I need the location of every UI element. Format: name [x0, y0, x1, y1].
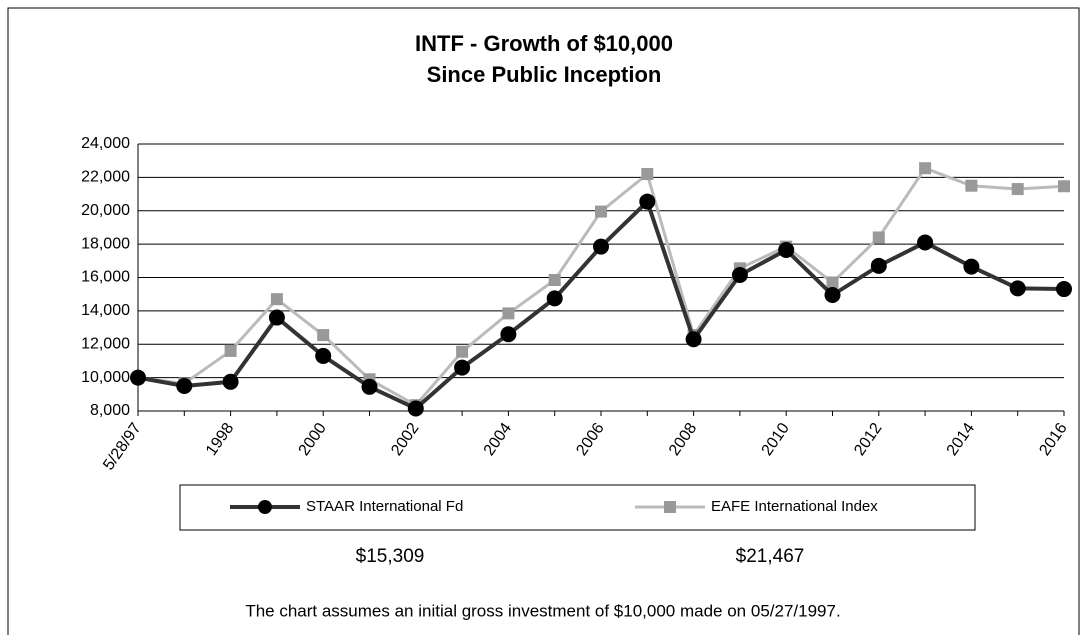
point [963, 258, 980, 275]
point [176, 377, 193, 394]
point [361, 378, 378, 395]
x-tick-label: 1998 [203, 420, 237, 459]
y-tick-label: 20,000 [81, 202, 130, 219]
point [548, 274, 561, 287]
end-label: $15,309 [356, 546, 425, 567]
frame [7, 7, 1080, 635]
y-tick-label: 8,000 [90, 402, 130, 419]
point [317, 329, 330, 342]
y-tick-label: 16,000 [81, 269, 130, 286]
legend-box [179, 484, 976, 531]
x-tick-label: 2004 [481, 420, 515, 459]
x-tick-label: 2010 [759, 420, 793, 459]
point [222, 373, 239, 390]
x-tick-label: 2006 [573, 420, 607, 459]
point [407, 400, 424, 417]
y-tick-label: 12,000 [81, 335, 130, 352]
x-tick-label: 2016 [1036, 420, 1070, 459]
point [685, 331, 702, 348]
point [731, 266, 748, 283]
point [1056, 281, 1072, 298]
point [270, 293, 283, 306]
legend-label: EAFE International Index [711, 498, 878, 515]
point [130, 369, 146, 386]
y-tick-label: 24,000 [81, 135, 130, 152]
point [546, 290, 563, 307]
point [456, 345, 469, 358]
point [870, 257, 887, 274]
point [1009, 280, 1026, 297]
y-tick-label: 18,000 [81, 235, 130, 252]
footnote: The chart assumes an initial gross inves… [245, 601, 840, 620]
point [639, 193, 656, 210]
x-tick-label: 2008 [666, 420, 700, 459]
point [919, 162, 932, 175]
legend-label: STAAR International Fd [306, 498, 463, 515]
point [454, 359, 471, 376]
point [872, 231, 885, 244]
point [826, 276, 839, 289]
point [824, 287, 841, 304]
y-tick-label: 22,000 [81, 169, 130, 186]
point [1011, 183, 1024, 196]
point [595, 205, 607, 218]
chart-title: INTF - Growth of $10,000 [415, 31, 673, 56]
point [917, 234, 934, 251]
legend-marker [258, 500, 272, 514]
point [268, 309, 285, 326]
x-tick-label: 2002 [388, 420, 422, 459]
x-tick-label: 5/28/97 [100, 420, 145, 474]
point [593, 238, 609, 255]
y-tick-label: 14,000 [81, 302, 130, 319]
point [502, 307, 515, 320]
legend-marker [664, 501, 676, 513]
end-label: $21,467 [736, 546, 805, 567]
point [641, 168, 654, 181]
x-tick-label: 2000 [296, 420, 330, 459]
point [1058, 180, 1070, 193]
series-line [137, 166, 1065, 408]
point [315, 347, 332, 364]
point [778, 241, 795, 258]
point [965, 179, 978, 192]
x-tick-label: 2012 [851, 420, 885, 459]
x-tick-label: 2014 [944, 420, 978, 459]
y-tick-label: 10,000 [81, 369, 130, 386]
point [500, 326, 517, 343]
point [224, 344, 237, 357]
chart-title: Since Public Inception [427, 62, 662, 87]
